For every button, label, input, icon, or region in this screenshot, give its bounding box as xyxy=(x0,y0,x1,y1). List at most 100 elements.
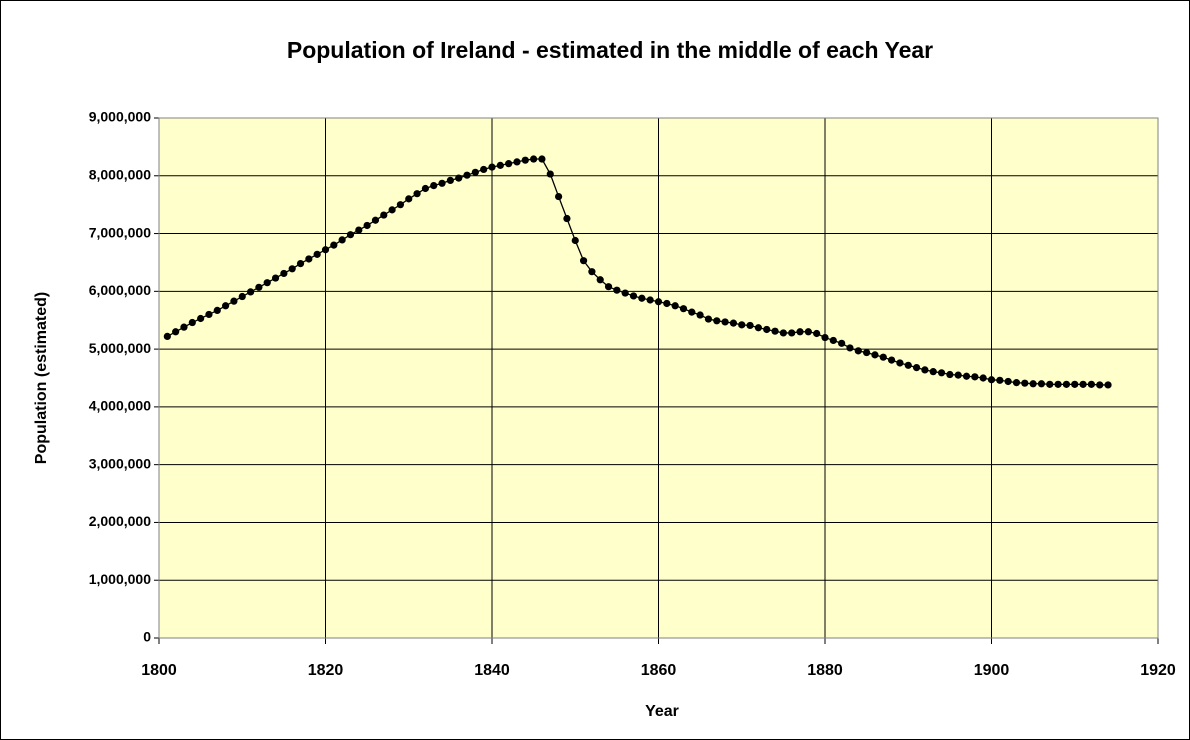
data-point xyxy=(230,297,238,305)
data-point xyxy=(671,302,679,310)
data-point xyxy=(180,323,188,331)
x-tick-label: 1900 xyxy=(974,662,1010,679)
data-point xyxy=(937,369,946,377)
y-tick-label: 7,000,000 xyxy=(89,224,151,240)
data-point xyxy=(912,364,921,372)
data-point xyxy=(430,182,438,190)
data-point xyxy=(538,155,546,163)
data-point xyxy=(288,265,296,273)
y-tick-label: 9,000,000 xyxy=(89,109,151,125)
data-point xyxy=(629,292,638,300)
data-point xyxy=(1037,380,1046,388)
data-point xyxy=(813,329,821,338)
data-point xyxy=(871,351,879,359)
data-point xyxy=(1087,380,1095,388)
data-point xyxy=(305,255,313,263)
data-point xyxy=(1004,377,1012,386)
data-point xyxy=(505,160,513,168)
data-point xyxy=(971,373,979,381)
data-point xyxy=(771,327,779,335)
chart-title: Population of Ireland - estimated in the… xyxy=(287,37,933,63)
data-point xyxy=(163,332,171,340)
data-point xyxy=(480,165,488,174)
data-point xyxy=(555,192,563,201)
data-point xyxy=(280,269,288,278)
data-point xyxy=(1104,381,1112,389)
data-point xyxy=(330,241,338,249)
plot-border xyxy=(158,117,1159,639)
data-point xyxy=(996,376,1004,384)
data-point xyxy=(621,289,629,297)
data-point xyxy=(729,319,738,327)
data-point xyxy=(421,184,429,193)
data-point xyxy=(713,317,721,325)
data-point xyxy=(455,174,463,182)
data-point xyxy=(255,283,263,291)
data-point xyxy=(563,214,571,223)
data-point xyxy=(213,306,221,314)
data-point xyxy=(380,211,388,219)
data-point xyxy=(796,328,804,336)
data-point xyxy=(779,329,787,337)
data-point xyxy=(1021,379,1029,387)
data-point xyxy=(821,333,829,342)
data-point xyxy=(1054,380,1062,388)
data-point xyxy=(804,328,812,336)
data-point xyxy=(463,171,471,179)
data-point xyxy=(604,283,613,291)
data-point xyxy=(863,348,871,357)
data-point xyxy=(754,324,763,332)
data-point xyxy=(296,260,305,268)
data-point xyxy=(987,376,996,384)
data-point xyxy=(879,353,887,361)
data-point xyxy=(896,359,904,367)
data-point xyxy=(222,302,230,310)
data-point xyxy=(413,190,421,198)
data-point xyxy=(788,329,796,337)
data-point xyxy=(571,236,579,245)
data-point xyxy=(596,276,604,284)
data-point xyxy=(688,308,696,316)
data-point xyxy=(546,170,554,178)
data-point xyxy=(371,216,380,224)
data-point xyxy=(829,336,837,345)
data-point xyxy=(188,318,196,327)
x-axis-label: Year xyxy=(645,703,679,720)
data-point xyxy=(654,298,663,306)
data-point xyxy=(338,236,346,244)
data-point xyxy=(1046,380,1054,388)
data-point xyxy=(738,321,746,329)
data-point xyxy=(588,268,596,276)
y-tick-label: 6,000,000 xyxy=(89,282,151,298)
data-point xyxy=(513,158,521,166)
data-point xyxy=(638,294,646,302)
y-tick-label: 0 xyxy=(143,629,151,645)
y-axis-label: Population (estimated) xyxy=(33,292,50,464)
data-point xyxy=(1062,380,1071,388)
x-tick-label: 1880 xyxy=(807,662,843,679)
data-point xyxy=(888,356,896,364)
data-point xyxy=(530,155,538,163)
data-point xyxy=(904,361,912,369)
data-point xyxy=(846,344,854,352)
data-point xyxy=(1029,380,1037,388)
x-tick-label: 1920 xyxy=(1140,662,1176,679)
data-point xyxy=(238,292,246,301)
data-point xyxy=(946,370,954,379)
data-point xyxy=(172,328,180,336)
data-point xyxy=(488,163,496,171)
x-tick-label: 1840 xyxy=(474,662,510,679)
data-point xyxy=(205,310,213,319)
data-point xyxy=(313,250,321,258)
data-point xyxy=(446,176,454,184)
y-tick-label: 5,000,000 xyxy=(89,340,151,356)
data-point xyxy=(438,179,446,187)
data-point xyxy=(646,296,654,304)
data-point xyxy=(704,315,713,323)
data-point xyxy=(613,286,621,294)
data-point xyxy=(471,168,479,176)
data-point xyxy=(746,321,754,330)
data-point xyxy=(854,347,862,355)
data-point xyxy=(763,325,771,334)
